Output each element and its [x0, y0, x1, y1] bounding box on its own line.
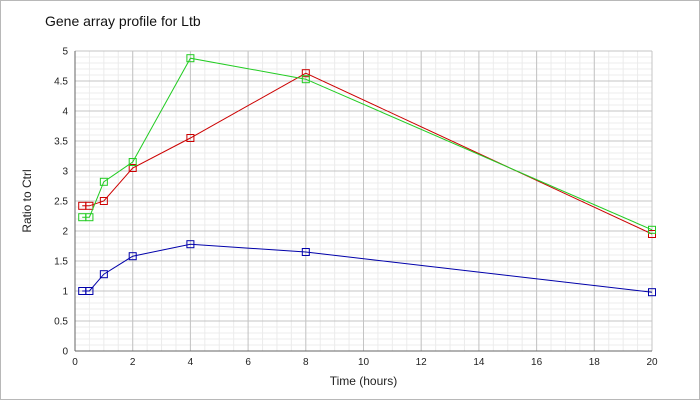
y-tick-label: 2.5 — [54, 197, 68, 208]
series-line — [82, 72, 653, 235]
x-tick-label: 18 — [589, 357, 601, 368]
x-tick-label: 20 — [646, 357, 658, 368]
y-tick-label: 4 — [62, 107, 68, 118]
x-axis-label: Time (hours) — [330, 374, 398, 388]
y-tick-label: 1.5 — [54, 257, 68, 268]
series-marker — [85, 213, 94, 222]
y-tick-label: 4.5 — [54, 77, 68, 88]
x-tick-label: 6 — [245, 357, 251, 368]
series-marker — [186, 134, 195, 142]
y-tick-label: 0.5 — [54, 317, 68, 328]
series-marker — [301, 69, 310, 78]
x-tick-label: 2 — [130, 357, 136, 368]
series-marker — [648, 225, 656, 234]
y-tick-label: 2 — [62, 227, 68, 238]
series-marker — [301, 75, 310, 84]
y-tick-label: 0 — [62, 347, 68, 358]
series-line — [82, 57, 653, 231]
y-tick-label: 3 — [62, 167, 68, 178]
series-marker — [99, 197, 108, 205]
series-marker — [186, 240, 195, 249]
series-marker — [301, 248, 310, 256]
x-tick-label: 0 — [72, 357, 78, 368]
series-marker — [128, 164, 137, 172]
series-marker — [85, 201, 94, 210]
series-marker — [128, 252, 137, 261]
series-line — [82, 243, 653, 293]
series-marker — [85, 287, 94, 295]
y-tick-label: 3.5 — [54, 137, 68, 148]
series-marker — [186, 54, 195, 63]
x-tick-label: 16 — [531, 357, 543, 368]
x-tick-label: 14 — [473, 357, 485, 368]
series-marker — [99, 270, 108, 279]
y-axis-label: Ratio to Ctrl — [20, 169, 34, 232]
series-marker — [128, 158, 137, 166]
series-marker — [99, 177, 108, 186]
series-marker — [648, 288, 656, 297]
y-tick-label: 1 — [62, 287, 68, 298]
chart-title: Gene array profile for Ltb — [45, 13, 201, 29]
series-marker — [648, 230, 656, 238]
x-tick-label: 8 — [303, 357, 309, 368]
x-tick-label: 4 — [188, 357, 194, 368]
x-tick-label: 12 — [416, 357, 428, 368]
x-tick-label: 10 — [358, 357, 370, 368]
y-tick-label: 5 — [62, 47, 68, 58]
